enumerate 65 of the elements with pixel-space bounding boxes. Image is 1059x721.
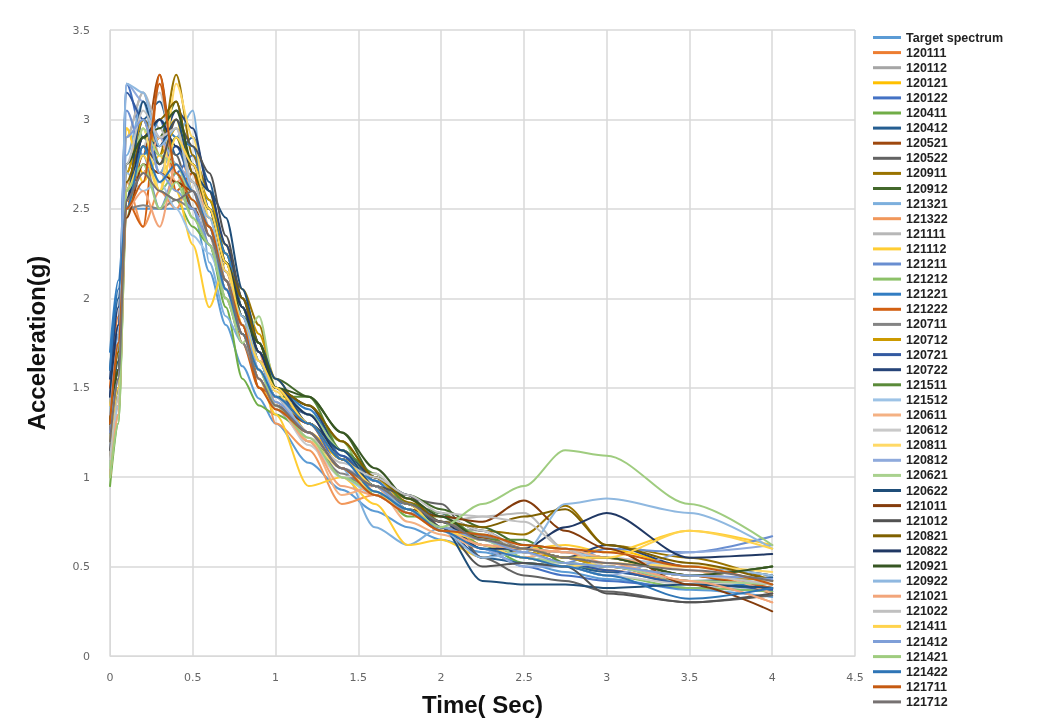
x-tick-label: 0 — [106, 671, 114, 684]
legend-label: 121222 — [906, 302, 948, 317]
legend-label: 121511 — [906, 377, 948, 392]
legend-label: 120622 — [906, 483, 948, 498]
legend-label: 121011 — [906, 498, 948, 513]
legend-label: 121711 — [906, 679, 948, 694]
legend-label: 120912 — [906, 181, 948, 196]
legend-label: 121322 — [906, 211, 948, 226]
legend-label: 120111 — [906, 45, 947, 60]
y-axis-title: Acceleration(g) — [22, 255, 50, 431]
legend-label: 121412 — [906, 634, 948, 649]
x-tick-label: 2.5 — [515, 671, 533, 684]
legend-label: 120122 — [906, 90, 948, 105]
x-tick-label: 0.5 — [184, 671, 202, 684]
x-tick-label: 1 — [272, 671, 280, 684]
legend-label: 120621 — [906, 468, 948, 483]
legend-label: 121021 — [906, 589, 948, 604]
legend-label: 120721 — [906, 347, 948, 362]
y-tick-label: 1.5 — [72, 381, 90, 395]
legend-label: 121112 — [906, 241, 947, 256]
legend-label: 120821 — [906, 528, 948, 543]
x-tick-label: 4.5 — [846, 671, 864, 684]
legend-label: 121022 — [906, 604, 948, 619]
y-tick-label: 3 — [83, 112, 90, 126]
x-tick-label: 2 — [437, 671, 445, 684]
legend-label: 120922 — [906, 574, 948, 589]
legend-label: 121012 — [906, 513, 948, 528]
legend-label: 120811 — [906, 438, 948, 453]
legend-label: 120412 — [906, 121, 948, 136]
legend-label: 121321 — [906, 196, 948, 211]
legend-label: 121421 — [906, 649, 948, 664]
y-tick-label: 0 — [83, 649, 90, 663]
legend-label: 120522 — [906, 151, 948, 166]
legend-label: 120121 — [906, 75, 948, 90]
x-tick-label: 4 — [768, 671, 776, 684]
y-tick-label: 1 — [83, 470, 90, 484]
legend-label: 120911 — [906, 166, 948, 181]
legend-label: 121221 — [906, 287, 948, 302]
legend-label: 120612 — [906, 423, 948, 438]
legend-label: 121512 — [906, 392, 948, 407]
x-tick-label: 3.5 — [680, 671, 699, 684]
legend-label: 121212 — [906, 272, 948, 287]
legend-label: 121712 — [906, 694, 948, 709]
legend-label: 121211 — [906, 257, 948, 271]
legend-label: 120812 — [906, 453, 948, 468]
x-tick-label: 3 — [603, 671, 611, 684]
legend-label: 120921 — [906, 559, 948, 573]
legend-label: 120711 — [906, 317, 948, 332]
y-tick-label: 0.5 — [72, 560, 90, 574]
y-tick-label: 2.5 — [72, 202, 90, 216]
legend-label: 120712 — [906, 332, 948, 347]
y-tick-label: 2 — [83, 291, 90, 305]
legend-label: 120611 — [906, 408, 948, 422]
x-tick-label: 1.5 — [349, 671, 368, 684]
x-axis-title: Time( Sec) — [422, 690, 543, 718]
y-tick-label: 3.5 — [72, 23, 90, 37]
legend-label: Target spectrum — [906, 30, 1004, 45]
legend-label: 121411 — [906, 619, 948, 634]
legend-label: 120722 — [906, 362, 948, 377]
legend-label: 120822 — [906, 543, 948, 558]
legend-label: 121111 — [906, 226, 946, 241]
legend-label: 121422 — [906, 664, 948, 679]
legend-label: 120521 — [906, 136, 948, 151]
legend-label: 120112 — [906, 60, 948, 75]
legend-label: 120411 — [906, 106, 948, 120]
